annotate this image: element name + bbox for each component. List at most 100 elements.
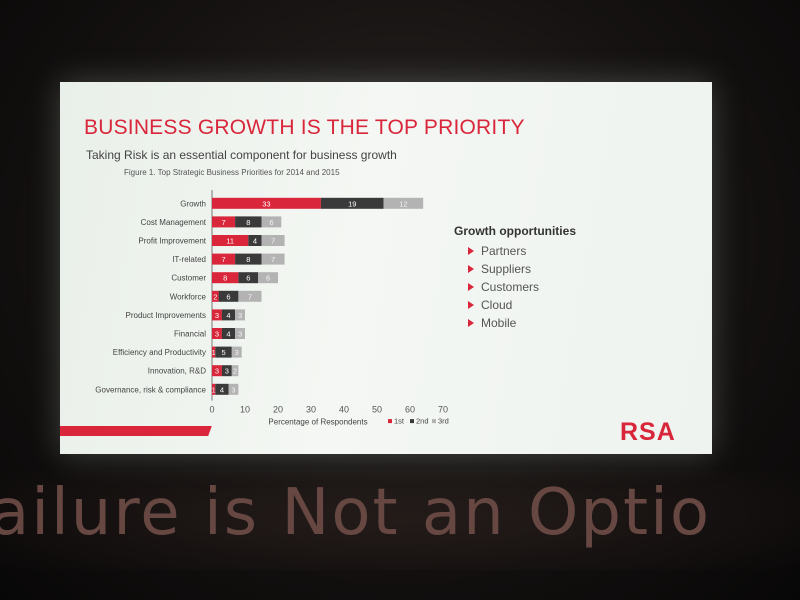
red-triangle-bullet-icon [468, 319, 474, 327]
data-label: 12 [399, 199, 407, 208]
growth-title: Growth opportunities [454, 224, 576, 238]
bar-segment-1st [212, 235, 249, 246]
data-label: 4 [220, 385, 224, 394]
data-label: 8 [246, 218, 250, 227]
growth-item-label: Suppliers [481, 262, 532, 276]
data-label: 6 [269, 218, 273, 227]
data-label: 7 [221, 218, 225, 227]
data-label: 5 [221, 348, 225, 357]
bar-segment-2nd [248, 235, 262, 246]
data-label: 1 [212, 348, 216, 357]
data-label: 2 [213, 292, 217, 301]
growth-item-label: Customers [481, 280, 540, 294]
category-label: Customer [171, 274, 206, 283]
legend-label: 2nd [416, 417, 429, 426]
figure-caption: Figure 1. Top Strategic Business Priorit… [124, 168, 340, 177]
bar-segment-3rd [231, 365, 239, 377]
bar-segment-1st [212, 346, 216, 358]
growth-item: Suppliers [468, 260, 576, 278]
data-label: 7 [221, 255, 225, 264]
bar-segment-3rd [261, 253, 285, 265]
data-label: 33 [262, 199, 270, 208]
data-label: 3 [238, 311, 242, 320]
x-axis-label: Percentage of Respondents [268, 418, 367, 427]
bar-segment-1st [212, 383, 216, 395]
category-label: Governance, risk & compliance [95, 385, 206, 394]
category-label: Innovation, R&D [148, 367, 206, 376]
bar-segment-2nd [218, 290, 239, 302]
data-label: 2 [233, 367, 237, 376]
bar-segment-3rd [231, 346, 242, 358]
data-label: 3 [215, 311, 219, 320]
legend-label: 3rd [438, 417, 449, 426]
data-label: 19 [348, 199, 356, 208]
category-label: Cost Management [141, 218, 207, 227]
category-label: Profit Improvement [138, 237, 206, 246]
bar-segment-1st [212, 216, 236, 228]
category-label: Efficiency and Productivity [113, 348, 206, 357]
red-triangle-bullet-icon [468, 283, 474, 291]
bar-segment-2nd [221, 365, 232, 377]
red-triangle-bullet-icon [468, 265, 474, 273]
bar-segment-1st [212, 309, 222, 321]
bar-segment-3rd [258, 272, 278, 284]
data-label: 7 [248, 292, 252, 301]
bar-segment-1st [212, 272, 239, 284]
data-label: 3 [235, 348, 239, 357]
bar-segment-2nd [238, 272, 259, 284]
slide-subtitle: Taking Risk is an essential component fo… [86, 148, 397, 162]
x-tick-label: 60 [405, 405, 415, 415]
data-label: 3 [238, 330, 242, 339]
bar-segment-2nd [235, 216, 262, 228]
slide-title: BUSINESS GROWTH IS THE TOP PRIORITY [84, 116, 525, 139]
data-label: 3 [215, 330, 219, 339]
bar-segment-1st [212, 365, 222, 377]
data-label: 6 [266, 274, 270, 283]
data-label: 11 [226, 237, 234, 246]
data-label: 7 [271, 255, 275, 264]
category-label: IT-related [172, 255, 206, 264]
bar-segment-1st [212, 197, 321, 209]
bar-segment-2nd [215, 346, 232, 358]
data-label: 4 [226, 330, 230, 339]
legend-swatch [388, 419, 392, 424]
category-label: Financial [174, 330, 206, 339]
growth-item-label: Cloud [481, 298, 513, 312]
growth-item: Mobile [468, 314, 576, 332]
bar-segment-2nd [235, 253, 262, 265]
legend-swatch [432, 419, 436, 424]
growth-item-label: Mobile [481, 316, 517, 330]
x-tick-label: 50 [372, 405, 382, 415]
growth-item: Cloud [468, 296, 576, 314]
x-tick-label: 0 [209, 405, 214, 415]
data-label: 3 [225, 367, 229, 376]
bar-segment-2nd [221, 328, 236, 339]
legend-label: 1st [394, 417, 405, 426]
growth-item: Partners [468, 242, 576, 260]
growth-opportunities: Growth opportunities Partners Suppliers … [454, 224, 576, 332]
bar-segment-1st [212, 328, 222, 339]
red-triangle-bullet-icon [468, 301, 474, 309]
decorative-red-stripe [60, 426, 212, 436]
data-label: 3 [231, 385, 235, 394]
rsa-logo: RSA [620, 418, 676, 446]
x-tick-label: 40 [339, 405, 349, 415]
bar-segment-3rd [228, 383, 239, 395]
backdrop-tagline: ailure is Not an Optio [0, 476, 712, 550]
data-label: 4 [226, 311, 230, 320]
bar-segment-3rd [383, 197, 424, 209]
growth-item-label: Partners [481, 244, 527, 258]
backdrop-glow [0, 470, 800, 570]
data-label: 1 [212, 385, 216, 394]
bar-segment-3rd [235, 309, 245, 321]
data-label: 3 [215, 367, 219, 376]
data-label: 8 [223, 274, 227, 283]
bar-segment-3rd [261, 216, 282, 228]
data-label: 8 [246, 255, 250, 264]
bar-segment-3rd [235, 328, 245, 339]
x-tick-label: 30 [306, 405, 316, 415]
projected-slide: BUSINESS GROWTH IS THE TOP PRIORITY Taki… [60, 82, 712, 454]
bar-segment-2nd [221, 309, 236, 321]
data-label: 6 [246, 274, 250, 283]
